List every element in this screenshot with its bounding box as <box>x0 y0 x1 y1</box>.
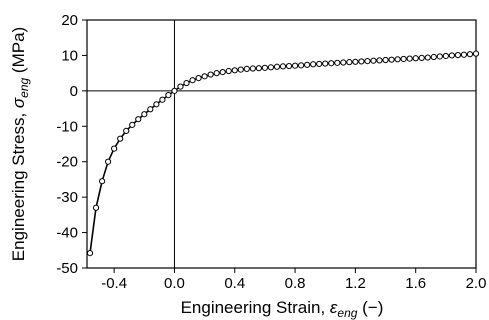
data-point <box>92 204 100 211</box>
y-tick-label: -10 <box>56 118 78 135</box>
y-axis-title-symbol: σ <box>9 97 28 108</box>
data-point <box>291 62 299 69</box>
data-series <box>86 50 480 257</box>
data-point <box>454 51 462 59</box>
data-point <box>159 96 166 103</box>
data-point <box>98 178 106 185</box>
y-axis-title-subscript: eng <box>17 77 31 97</box>
data-point <box>249 65 256 72</box>
data-point <box>141 111 148 118</box>
data-point <box>165 92 172 99</box>
data-point <box>340 59 347 66</box>
data-point <box>376 57 383 64</box>
x-axis-title: Engineering Strain, εeng (−) <box>181 298 384 320</box>
data-point <box>153 101 160 108</box>
data-point <box>448 52 455 59</box>
data-point <box>177 83 184 90</box>
y-axis-title-text: Engineering Stress, <box>9 108 28 261</box>
y-tick-label: -40 <box>56 225 78 242</box>
data-point <box>460 51 468 58</box>
data-point <box>135 116 142 123</box>
data-point <box>225 67 232 75</box>
data-point <box>195 75 202 82</box>
data-point <box>466 51 474 58</box>
data-point <box>111 145 118 152</box>
data-point <box>346 59 353 66</box>
data-point <box>322 60 329 67</box>
x-axis-title-text: Engineering Strain, <box>181 298 330 317</box>
data-point <box>243 65 250 72</box>
series-line <box>89 52 477 254</box>
data-point <box>328 60 335 67</box>
data-point <box>267 64 275 71</box>
y-tick-label: 10 <box>61 47 78 64</box>
data-point <box>105 158 112 165</box>
data-point <box>406 55 413 62</box>
data-point <box>364 57 371 65</box>
data-point <box>304 61 311 68</box>
data-point <box>255 65 262 72</box>
data-point <box>207 71 214 78</box>
data-point <box>171 87 178 94</box>
x-tick-label: 0.0 <box>164 275 185 292</box>
data-point <box>370 57 377 64</box>
data-point <box>352 58 359 65</box>
data-point <box>400 55 407 63</box>
data-point <box>316 60 323 68</box>
y-tick-label: -20 <box>56 154 78 171</box>
plot-frame <box>86 19 477 269</box>
data-point <box>213 70 220 77</box>
data-point <box>237 66 244 73</box>
x-tick-label: 2.0 <box>466 275 487 292</box>
data-point <box>334 59 341 66</box>
y-axis-title: Engineering Stress, σeng (MPa) <box>9 27 31 261</box>
data-point <box>219 68 226 76</box>
data-point <box>279 63 287 70</box>
data-point <box>412 55 419 62</box>
data-point <box>436 53 443 60</box>
x-axis-title-symbol: ε <box>330 298 338 317</box>
data-point <box>123 127 130 134</box>
data-point <box>117 135 124 142</box>
data-point <box>298 62 305 69</box>
x-tick-label: 1.2 <box>345 275 366 292</box>
data-point <box>183 79 190 87</box>
data-point <box>472 50 480 57</box>
data-point <box>285 62 293 70</box>
data-point <box>424 54 431 61</box>
data-point <box>147 106 154 113</box>
y-tick-label: -30 <box>56 189 78 206</box>
data-point <box>231 67 238 74</box>
y-axis-title-unit: (MPa) <box>9 27 28 78</box>
data-point <box>388 56 395 63</box>
x-tick-label: -0.4 <box>101 275 127 292</box>
x-tick-label: 0.8 <box>285 275 306 292</box>
data-point <box>358 58 365 65</box>
data-point <box>382 56 389 64</box>
data-point <box>189 77 196 84</box>
y-tick-label: -50 <box>56 260 78 277</box>
data-point <box>261 64 269 71</box>
data-point <box>418 54 425 62</box>
data-point <box>201 73 208 80</box>
data-point <box>273 63 281 70</box>
x-tick-label: 0.4 <box>224 275 245 292</box>
data-point <box>442 52 449 60</box>
x-axis-title-subscript: eng <box>337 306 357 320</box>
y-tick-label: 0 <box>70 83 78 100</box>
y-axis-ticks: -50 -40 -30 -20 -10 0 10 20 <box>56 12 87 277</box>
data-point <box>430 53 437 61</box>
data-point <box>394 56 401 63</box>
data-point <box>86 250 94 257</box>
x-axis-ticks: -0.4 0.0 0.4 0.8 1.2 1.6 2.0 <box>101 268 486 292</box>
x-tick-label: 1.6 <box>405 275 426 292</box>
x-axis-title-unit: (−) <box>357 298 383 317</box>
y-tick-label: 20 <box>61 12 78 29</box>
data-point <box>129 121 136 128</box>
data-point <box>310 61 317 68</box>
